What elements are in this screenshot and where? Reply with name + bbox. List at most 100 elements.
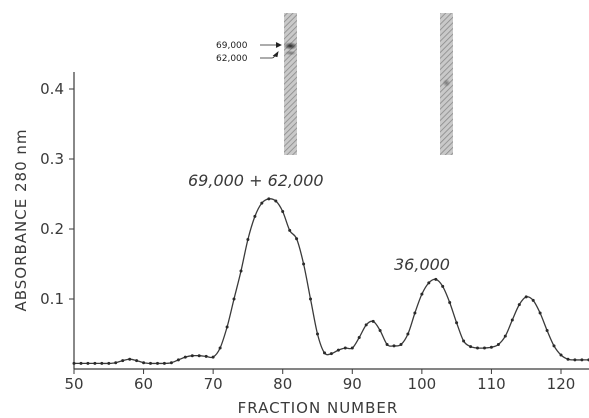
data-point [329,352,333,356]
data-point [183,355,187,359]
data-point [281,210,285,213]
gel-strip-left [283,13,298,155]
data-point [489,345,493,349]
annotation-69000-62000: 69,000 + 62,000 [188,171,324,190]
data-point [552,344,556,348]
x-tick-label: 100 [408,375,437,393]
data-point [545,329,549,332]
data-point [156,361,159,365]
data-point [559,353,563,357]
data-point [441,284,445,288]
gel-band-69000 [283,42,298,50]
data-point [510,318,514,322]
data-point [538,311,542,315]
x-tick-label: 60 [134,375,153,393]
data-point [142,361,146,365]
data-point [190,354,194,358]
data-point [128,357,132,361]
y-tick-label: 0.3 [40,150,64,168]
y-tick-label: 0.4 [40,80,64,98]
data-point [462,339,466,343]
data-point [86,361,90,365]
data-point [295,237,299,241]
data-point [162,361,166,365]
data-point [197,354,201,358]
x-tick-label: 120 [547,375,576,393]
gel-arrow-69000 [260,42,282,48]
data-point [169,361,173,365]
data-point [503,334,507,338]
x-tick-label: 80 [273,375,292,393]
data-point [232,297,236,301]
data-point [357,336,361,339]
data-point [524,295,528,299]
data-point [483,346,486,350]
data-point [176,358,180,362]
data-point [413,311,417,315]
data-point [72,361,76,365]
data-point [121,359,125,363]
x-axis: 50 60 70 80 90 100 110 120 [64,368,589,393]
data-point [399,343,403,346]
data-point [316,332,319,336]
data-point [350,346,354,350]
data-point [392,344,396,348]
data-point [267,197,271,201]
data-point [385,343,389,346]
data-point [496,343,500,346]
data-point [260,201,264,205]
data-point [573,358,577,362]
gel-band-62000 [284,50,297,56]
x-tick-label: 70 [204,375,223,393]
y-axis: 0.1 0.2 0.3 0.4 [40,72,75,369]
data-point [93,361,97,365]
data-point [455,321,459,325]
data-point [364,323,368,327]
gel-label-62000: 62,000 [216,54,248,64]
data-point [531,298,535,302]
data-point [420,292,424,296]
data-point [448,301,452,304]
data-point [246,238,250,241]
data-point [218,346,222,350]
x-tick-label: 50 [64,375,83,393]
data-point [149,361,152,365]
data-point [406,332,410,336]
data-point [274,199,278,203]
x-tick-label: 90 [343,375,362,393]
data-point [239,269,243,273]
data-point [288,228,292,232]
gel-band-36000 [442,79,451,87]
data-point [204,354,208,358]
data-point [79,361,83,365]
x-tick-label: 110 [477,375,506,393]
data-point [469,345,473,349]
data-point [323,351,326,355]
data-point [476,346,479,350]
data-point [107,361,111,365]
gel-arrow-62000 [260,51,279,59]
data-point [343,346,347,350]
data-point [100,361,104,365]
y-tick-label: 0.2 [40,220,64,238]
y-axis-title: ABSORBANCE 280 nm [12,128,30,311]
data-point [427,281,431,285]
data-point [309,297,312,301]
gel-strip-right [440,13,453,155]
data-point [434,277,438,281]
data-point [211,355,215,359]
data-point [371,319,375,323]
data-point [517,303,521,307]
data-point [114,361,118,365]
x-axis-title: FRACTION NUMBER [238,399,399,417]
data-point [378,329,382,332]
data-point [566,357,570,361]
data-point [580,358,584,362]
y-tick-label: 0.1 [40,290,64,308]
data-point [302,262,306,266]
annotation-36000: 36,000 [394,255,450,274]
data-point [135,359,139,363]
data-point [336,348,340,352]
gel-label-69000: 69,000 [216,41,248,51]
